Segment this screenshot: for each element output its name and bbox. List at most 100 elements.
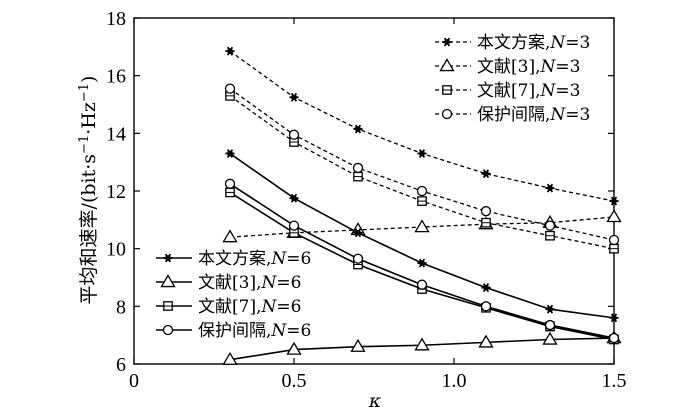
y-axis-title-hz-exp: −1: [77, 83, 92, 102]
data-point-square: [609, 243, 619, 254]
data-point-star: [481, 169, 491, 179]
data-point-square: [417, 196, 427, 206]
legend-marker-square: [163, 301, 173, 311]
x-tick-label: 0.5: [282, 370, 307, 392]
data-point-circle: [544, 220, 556, 231]
legend-label-n: N: [539, 57, 556, 77]
legend-label-eq: =6: [276, 297, 301, 317]
data-point-triangle: [414, 219, 430, 233]
x-tick-label: 0: [129, 370, 139, 392]
legend-label-eq: =6: [276, 273, 301, 293]
legend-entry: 本文方案,N=6: [156, 249, 311, 269]
legend-label-text: 文献[7],: [477, 81, 540, 101]
x-tick-label: 1.5: [602, 370, 627, 392]
y-axis-title-main: 平均和速率/(bit: [78, 169, 100, 304]
y-axis-title: 平均和速率/(bit·s−1·Hz−1): [77, 76, 100, 305]
legend-marker-triangle: [160, 274, 176, 288]
legend-label-n: N: [270, 249, 287, 269]
data-point-star: [545, 304, 555, 314]
y-axis-title-dot2: ·: [78, 129, 100, 135]
legend-marker-circle: [162, 324, 174, 336]
data-point-star: [225, 149, 235, 158]
legend-label-eq: =3: [565, 33, 590, 53]
data-point-triangle: [222, 229, 238, 243]
legend-entry: 保护间隔,N=3: [435, 105, 590, 125]
legend-marker-square: [442, 85, 452, 95]
y-tick-label: 12: [106, 181, 126, 203]
y-axis-title-s: s: [78, 154, 100, 164]
legend-label-n: N: [549, 33, 566, 53]
legend-label-n: N: [539, 81, 556, 101]
series-1: [225, 46, 619, 206]
data-point-star: [609, 196, 619, 206]
data-point-circle: [288, 220, 300, 231]
legend-label: 保护间隔,N=3: [477, 105, 590, 125]
data-point-star: [417, 258, 427, 268]
y-axis-title-dot1: ·: [78, 164, 100, 170]
series-layer: [222, 46, 622, 365]
data-point-square: [481, 217, 491, 228]
legend-label-text: 文献[7],: [198, 297, 261, 317]
legend-entry: 文献[3],N=6: [156, 273, 301, 293]
data-point-star: [545, 183, 555, 193]
x-tick-label: 1.0: [442, 370, 467, 392]
legend-label-text: 保护间隔,: [477, 105, 550, 125]
data-point-star: [481, 283, 491, 293]
data-point-circle: [608, 234, 620, 246]
data-point-triangle: [606, 209, 622, 223]
data-point-triangle: [542, 331, 558, 345]
y-tick-label: 14: [106, 123, 126, 145]
legend-label-eq: =3: [565, 105, 590, 125]
legend-label-text: 本文方案,: [198, 249, 271, 269]
x-axis-title: κ: [368, 390, 382, 412]
data-point-circle: [416, 279, 428, 290]
series-4: [224, 83, 620, 246]
data-point-triangle: [286, 341, 302, 355]
legend-label: 保护间隔,N=6: [198, 321, 311, 341]
data-point-circle: [608, 332, 620, 344]
data-point-square: [545, 230, 555, 241]
data-point-star: [353, 124, 363, 134]
data-point-circle: [224, 83, 236, 94]
legend-label-n: N: [270, 321, 287, 341]
legend-label-n: N: [260, 297, 277, 317]
data-point-square: [353, 171, 363, 182]
legend-label-eq: =3: [555, 81, 580, 101]
data-point-circle: [480, 206, 492, 217]
legend-label-n: N: [549, 105, 566, 125]
legend-label-text: 保护间隔,: [198, 321, 271, 341]
legend-label: 文献[3],N=3: [477, 57, 580, 77]
y-tick-label: 6: [116, 354, 126, 376]
y-tick-label: 10: [106, 239, 126, 261]
legend-marker-star: [442, 37, 452, 47]
data-point-square: [225, 187, 235, 198]
series-3: [225, 91, 619, 254]
y-axis-title-hz: Hz: [78, 102, 100, 129]
legend-label-text: 本文方案,: [477, 33, 550, 53]
legend-label-eq: =6: [286, 249, 311, 269]
legend-label-text: 文献[3],: [198, 273, 261, 293]
legend-marker-star: [163, 253, 173, 263]
legend-entry: 文献[7],N=3: [435, 81, 580, 101]
legend-label: 本文方案,N=6: [198, 249, 311, 269]
data-point-triangle: [414, 337, 430, 351]
axis-ticks: 0 0.5 1.0 1.5 6 8 10 12 14 16 18: [106, 8, 627, 392]
data-point-circle: [480, 301, 492, 312]
legend-label-n: N: [260, 273, 277, 293]
legend-label: 文献[7],N=6: [198, 297, 301, 317]
legend-label: 文献[3],N=6: [198, 273, 301, 293]
data-point-star: [289, 193, 299, 203]
legend-marker-circle: [441, 108, 453, 120]
legend-entry: 保护间隔,N=6: [156, 321, 311, 341]
series-8: [224, 178, 620, 344]
data-point-star: [417, 149, 427, 158]
data-point-star: [289, 92, 299, 102]
data-point-circle: [352, 253, 364, 264]
data-point-circle: [352, 162, 364, 174]
legend-label: 文献[7],N=3: [477, 81, 580, 101]
legend-label-eq: =3: [555, 57, 580, 77]
legend-entry: 文献[3],N=3: [435, 57, 580, 77]
data-point-circle: [288, 129, 300, 140]
